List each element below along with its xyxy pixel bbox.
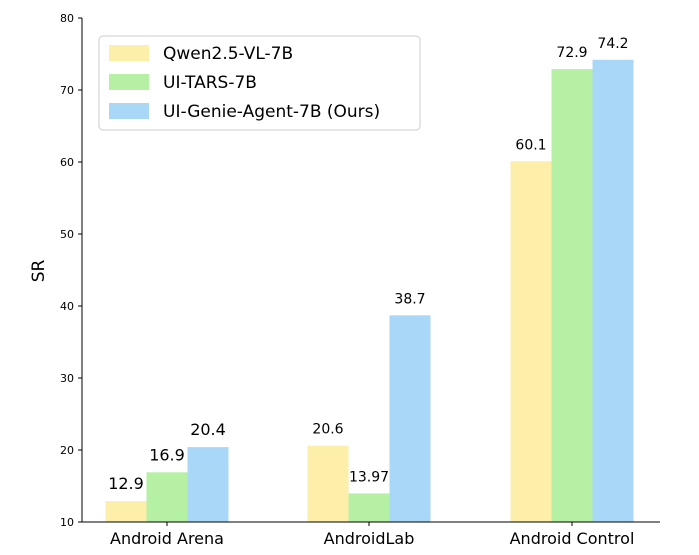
data-label: 72.9 (556, 45, 587, 61)
y-tick-label: 60 (60, 156, 74, 169)
data-label: 20.6 (312, 422, 343, 438)
y-tick-label: 30 (60, 372, 74, 385)
value-labels-layer: 12.9 16.9 20.4 20.6 13.97 38.7 60.1 72.9 74.2 (108, 36, 628, 493)
bar (510, 161, 552, 522)
y-tick-label: 40 (60, 300, 74, 313)
data-label: 60.1 (515, 137, 546, 153)
bar (389, 315, 431, 522)
legend-swatch (109, 74, 149, 90)
axes-layer: 10 20 30 40 50 60 70 80 Android Arena AndroidLab A… (60, 12, 660, 548)
y-axis-label: SR (29, 260, 49, 283)
y-tick-label: 70 (60, 84, 74, 97)
x-tick-label: Android Arena (110, 529, 224, 548)
x-tick-label: Android Control (510, 529, 635, 548)
legend-entry: UI-TARS-7B (163, 73, 257, 93)
data-label: 38.7 (394, 291, 425, 307)
bar (187, 447, 229, 522)
legend-entry: UI-Genie-Agent-7B (Ours) (163, 102, 380, 122)
bars-layer (105, 59, 634, 523)
y-tick-label: 50 (60, 228, 74, 241)
y-tick-label: 10 (60, 516, 74, 529)
legend-frame (98, 35, 421, 131)
y-tick-label: 20 (60, 444, 74, 457)
legend-swatch (109, 45, 149, 61)
legend-entry: Qwen2.5-VL-7B (163, 44, 293, 64)
bar (105, 501, 147, 522)
bar (307, 445, 349, 522)
legend: Qwen2.5-VL-7B UI-TARS-7B UI-Genie-Agent-7B… (98, 35, 421, 131)
legend-swatch (109, 103, 149, 119)
bar (348, 493, 390, 522)
data-label: 16.9 (149, 445, 185, 464)
y-tick-label: 80 (60, 12, 74, 25)
bar (551, 69, 593, 523)
x-tick-label: AndroidLab (324, 529, 415, 548)
data-label: 13.97 (349, 469, 389, 485)
data-label: 20.4 (190, 420, 226, 439)
bar (592, 59, 634, 522)
bar (146, 472, 188, 522)
data-label: 12.9 (108, 474, 144, 493)
data-label: 74.2 (597, 36, 628, 52)
